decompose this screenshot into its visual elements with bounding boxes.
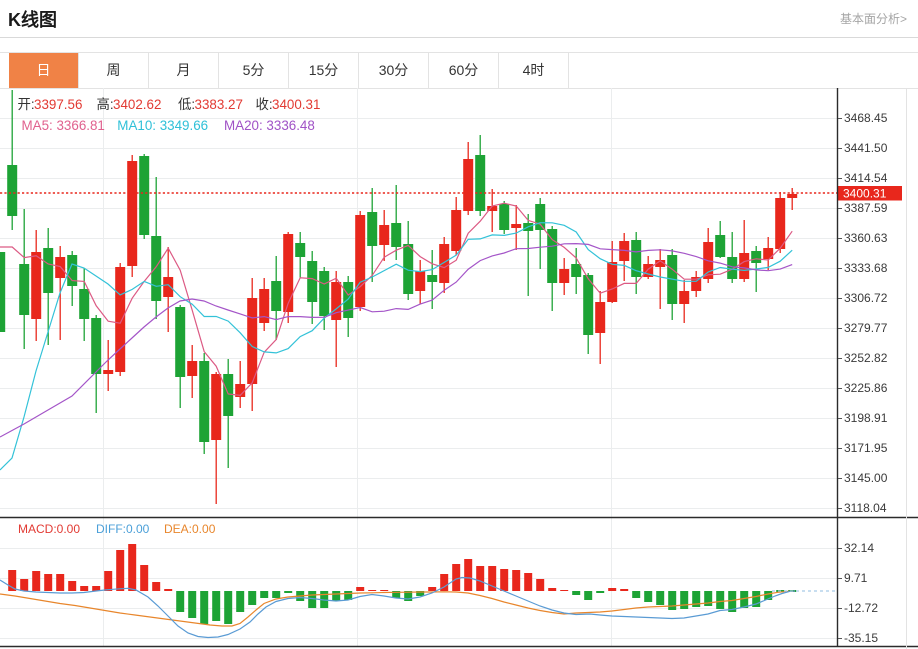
svg-text:DEA:0.00: DEA:0.00 (164, 522, 216, 536)
svg-text:9.71: 9.71 (844, 571, 868, 585)
svg-text:3252.82: 3252.82 (844, 351, 888, 365)
svg-text:DIFF:0.00: DIFF:0.00 (96, 522, 150, 536)
svg-text:3198.91: 3198.91 (844, 411, 888, 425)
svg-text:收:: 收: (256, 97, 273, 112)
svg-text:3306.72: 3306.72 (844, 291, 888, 305)
svg-text:3400.31: 3400.31 (272, 97, 320, 112)
svg-text:32.14: 32.14 (844, 541, 874, 555)
svg-text:3414.54: 3414.54 (844, 171, 888, 185)
svg-text:3333.68: 3333.68 (844, 261, 888, 275)
svg-text:MA10: 3349.66: MA10: 3349.66 (117, 118, 208, 133)
svg-text:-12.72: -12.72 (844, 601, 878, 615)
svg-text:3468.45: 3468.45 (844, 111, 888, 125)
svg-text:MA5: 3366.81: MA5: 3366.81 (22, 118, 105, 133)
svg-text:3441.50: 3441.50 (844, 141, 888, 155)
svg-text:-35.15: -35.15 (844, 631, 878, 645)
svg-text:开:: 开: (18, 97, 35, 112)
svg-text:3397.56: 3397.56 (34, 97, 82, 112)
svg-text:3402.62: 3402.62 (113, 97, 161, 112)
svg-text:3145.00: 3145.00 (844, 471, 888, 485)
svg-text:3171.95: 3171.95 (844, 441, 888, 455)
svg-text:高:: 高: (97, 96, 114, 112)
svg-text:3118.04: 3118.04 (844, 501, 887, 515)
svg-text:MACD:0.00: MACD:0.00 (18, 522, 80, 536)
svg-text:3387.59: 3387.59 (844, 201, 888, 215)
svg-text:3400.31: 3400.31 (843, 187, 887, 201)
svg-text:MA20: 3336.48: MA20: 3336.48 (224, 118, 315, 133)
svg-text:3383.27: 3383.27 (195, 97, 243, 112)
svg-text:3225.86: 3225.86 (844, 381, 888, 395)
svg-text:3360.63: 3360.63 (844, 231, 888, 245)
svg-text:低:: 低: (178, 97, 195, 112)
svg-text:3279.77: 3279.77 (844, 321, 888, 335)
